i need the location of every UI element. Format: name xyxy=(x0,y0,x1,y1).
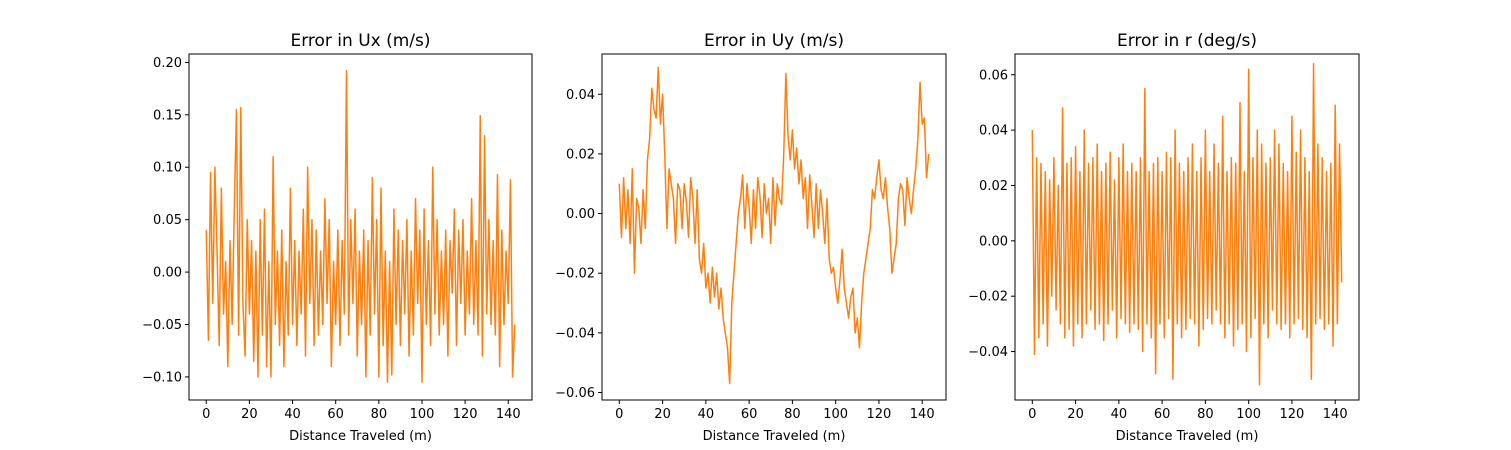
chart-panel-1: 0 20 40 60 80 100 120 140 −0.10 −0.05 0.00 0.05 0.10… xyxy=(142,31,533,444)
y-tick-label: −0.05 xyxy=(142,318,182,333)
x-axis-label: Distance Traveled (m) xyxy=(1116,429,1259,444)
x-axis-label: Distance Traveled (m) xyxy=(289,429,432,444)
y-tick-label: 0.02 xyxy=(566,147,595,162)
y-tick-label: −0.04 xyxy=(968,345,1008,360)
x-tick-label: 20 xyxy=(1067,407,1084,422)
x-tick-label: 40 xyxy=(698,407,715,422)
x-tick-label: 100 xyxy=(823,407,848,422)
y-tick-label: 0.15 xyxy=(153,108,182,123)
chart-title: Error in r (deg/s) xyxy=(1117,31,1257,51)
y-tick-label: 0.04 xyxy=(979,124,1008,139)
x-tick-label: 20 xyxy=(654,407,671,422)
chart-panel-2: 0 20 40 60 80 100 120 140 −0.06 −0.04 −0.02 0.00 0.0… xyxy=(555,31,947,444)
axes-frame xyxy=(601,53,947,401)
y-tick-label: 0.10 xyxy=(153,161,182,176)
chart-title: Error in Ux (m/s) xyxy=(290,31,430,51)
series-line-1 xyxy=(205,70,516,383)
x-tick-label: 100 xyxy=(1236,407,1261,422)
y-tick-label: −0.04 xyxy=(555,326,595,341)
x-tick-label: 20 xyxy=(241,407,258,422)
y-tick-label: 0.20 xyxy=(153,56,182,71)
x-tick-label: 80 xyxy=(371,407,388,422)
chart-title: Error in Uy (m/s) xyxy=(704,31,844,51)
x-tick-label: 60 xyxy=(1154,407,1171,422)
axes-frame xyxy=(188,53,533,401)
x-tick-label: 120 xyxy=(867,407,892,422)
x-tick-label: 40 xyxy=(1111,407,1128,422)
y-tick-label: 0.00 xyxy=(153,266,182,281)
x-tick-label: 140 xyxy=(496,407,521,422)
series-line-1 xyxy=(618,66,930,385)
y-tick-label: 0.05 xyxy=(153,213,182,228)
chart-panel-3: 0 20 40 60 80 100 120 140 −0.04 −0.02 0.00 0.02 0.04… xyxy=(968,31,1360,444)
x-tick-label: 80 xyxy=(784,407,801,422)
y-tick-label: 0.06 xyxy=(979,68,1008,83)
y-tick-label: −0.02 xyxy=(555,267,595,282)
y-tick-label: 0.04 xyxy=(566,88,595,103)
x-tick-label: 140 xyxy=(1323,407,1348,422)
x-tick-label: 100 xyxy=(410,407,435,422)
y-tick-label: −0.06 xyxy=(555,386,595,401)
x-tick-label: 40 xyxy=(284,407,301,422)
axes-frame xyxy=(1014,53,1360,401)
y-tick-label: 0.00 xyxy=(566,207,595,222)
x-tick-label: 60 xyxy=(327,407,344,422)
x-tick-label: 0 xyxy=(1028,407,1036,422)
x-tick-label: 120 xyxy=(1280,407,1305,422)
x-tick-label: 120 xyxy=(453,407,478,422)
series-line-1 xyxy=(1031,62,1343,386)
y-tick-label: 0.02 xyxy=(979,179,1008,194)
x-axis-label: Distance Traveled (m) xyxy=(703,429,846,444)
y-tick-label: −0.10 xyxy=(142,370,182,385)
x-tick-label: 0 xyxy=(615,407,623,422)
x-tick-label: 0 xyxy=(202,407,210,422)
x-tick-label: 80 xyxy=(1197,407,1214,422)
y-tick-label: 0.00 xyxy=(979,234,1008,249)
y-tick-label: −0.02 xyxy=(968,290,1008,305)
x-tick-label: 60 xyxy=(741,407,758,422)
x-tick-label: 140 xyxy=(910,407,935,422)
